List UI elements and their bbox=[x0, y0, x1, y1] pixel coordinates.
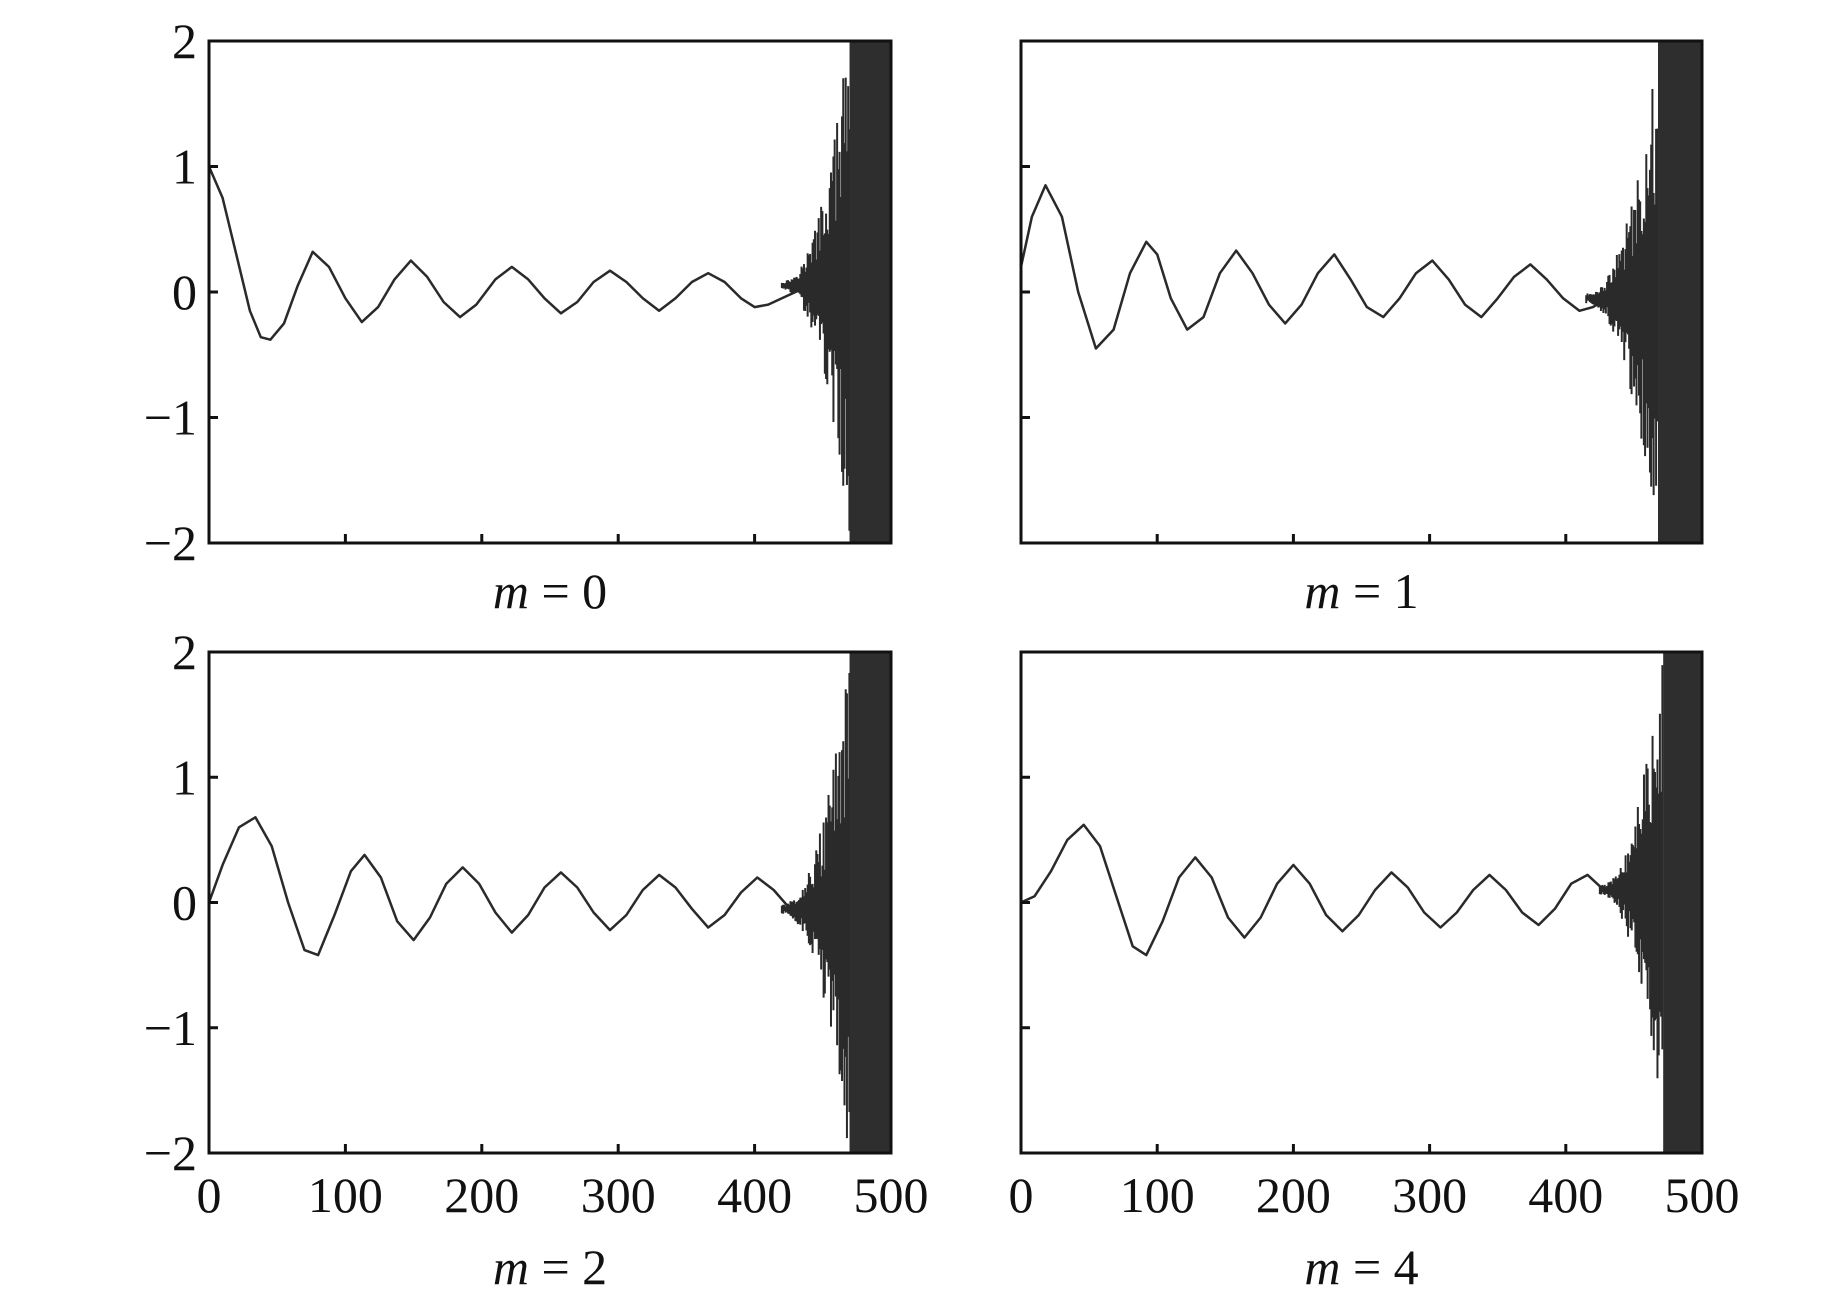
axes-frame bbox=[1019, 650, 1704, 1155]
subplot-caption: m = 4 bbox=[1304, 1239, 1418, 1295]
subplot-4: 0 100 200 300 400 500 m = 4 bbox=[1009, 650, 1740, 1295]
x-tick-label: 0 bbox=[197, 1167, 222, 1223]
series-line bbox=[1021, 184, 1608, 350]
y-tick-label: 0 bbox=[172, 875, 197, 931]
y-tick-label: 0 bbox=[172, 264, 197, 320]
subplot-caption: m = 0 bbox=[493, 563, 607, 619]
plot-area bbox=[1021, 41, 1702, 543]
caption-variable: m bbox=[1304, 563, 1340, 619]
noise-band bbox=[849, 41, 891, 543]
y-tick-label: 2 bbox=[172, 13, 197, 69]
plot-area bbox=[209, 41, 891, 543]
axes-frame bbox=[207, 650, 893, 1155]
x-tick-label: 300 bbox=[581, 1167, 656, 1223]
noise-band bbox=[1663, 652, 1702, 1153]
y-tick-label: −2 bbox=[144, 1125, 197, 1181]
caption-value: = 2 bbox=[529, 1239, 607, 1295]
subplot-caption: m = 2 bbox=[493, 1239, 607, 1295]
subplot-1: 2 1 0 −1 −2 m = 0 bbox=[144, 13, 893, 619]
x-tick-label: 400 bbox=[1528, 1167, 1603, 1223]
x-tick-label: 100 bbox=[1120, 1167, 1195, 1223]
subplot-2: m = 1 bbox=[1019, 39, 1704, 619]
caption-variable: m bbox=[493, 1239, 529, 1295]
series-line bbox=[1021, 823, 1605, 957]
x-tick-label: 200 bbox=[1256, 1167, 1331, 1223]
caption-variable: m bbox=[493, 563, 529, 619]
x-tick-label: 300 bbox=[1392, 1167, 1467, 1223]
x-tick-label: 500 bbox=[1665, 1167, 1740, 1223]
caption-variable: m bbox=[1304, 1239, 1340, 1295]
noise-band bbox=[1658, 41, 1702, 543]
x-tick-label: 100 bbox=[308, 1167, 383, 1223]
y-tick-label: −1 bbox=[144, 390, 197, 446]
series-line bbox=[209, 816, 792, 957]
subplot-3: 0 100 200 300 400 500 2 1 0 −1 −2 m = 2 bbox=[144, 624, 929, 1295]
axes-frame bbox=[1019, 39, 1704, 545]
noise-band bbox=[849, 652, 891, 1153]
axes-frame bbox=[207, 39, 893, 545]
plot-area bbox=[1021, 652, 1702, 1153]
x-tick-label: 0 bbox=[1009, 1167, 1034, 1223]
y-tick-label: 1 bbox=[172, 139, 197, 195]
caption-value: = 0 bbox=[529, 563, 607, 619]
y-tick-label: 1 bbox=[172, 749, 197, 805]
x-tick-label: 500 bbox=[854, 1167, 929, 1223]
y-tick-label: −1 bbox=[144, 1000, 197, 1056]
y-tick-label: 2 bbox=[172, 624, 197, 680]
subplot-caption: m = 1 bbox=[1304, 563, 1418, 619]
caption-value: = 1 bbox=[1340, 563, 1418, 619]
series-line bbox=[209, 166, 810, 341]
plot-area bbox=[209, 652, 891, 1153]
caption-value: = 4 bbox=[1340, 1239, 1418, 1295]
x-tick-label: 400 bbox=[717, 1167, 792, 1223]
y-tick-label: −2 bbox=[144, 515, 197, 571]
x-tick-label: 200 bbox=[444, 1167, 519, 1223]
